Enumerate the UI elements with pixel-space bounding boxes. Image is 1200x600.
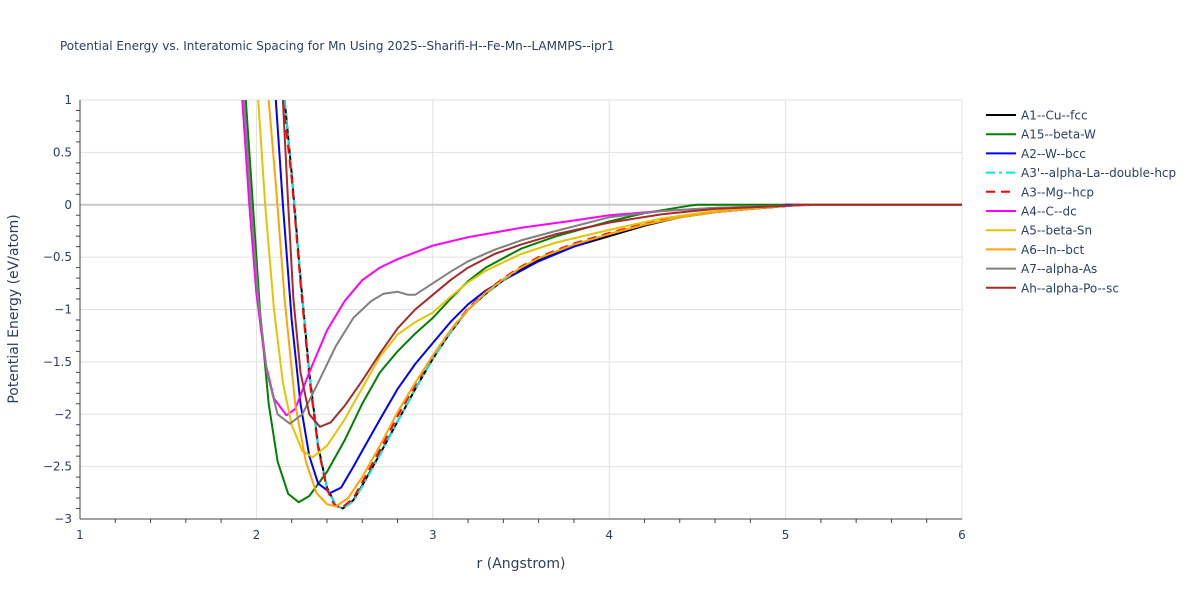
y-tick-label: 0.5	[53, 145, 72, 159]
legend-label: Ah--alpha-Po--sc	[1021, 281, 1119, 295]
x-tick-label: 3	[429, 528, 437, 542]
y-tick-label: −3	[54, 512, 72, 526]
series-line-a15-beta-w	[244, 100, 962, 504]
y-tick-label: 1	[64, 93, 72, 107]
y-tick-label: −2.5	[43, 460, 72, 474]
legend-label: A3'--alpha-La--double-hcp	[1021, 166, 1176, 180]
legend-item[interactable]: A6--In--bct	[986, 243, 1085, 257]
legend-item[interactable]: A5--beta-Sn	[986, 224, 1092, 238]
chart-title: Potential Energy vs. Interatomic Spacing…	[60, 39, 614, 53]
legend-item[interactable]: Ah--alpha-Po--sc	[986, 281, 1119, 295]
legend-item[interactable]: A2--W--bcc	[986, 147, 1086, 161]
legend-item[interactable]: A15--beta-W	[986, 128, 1096, 142]
y-tick-label: 0	[64, 198, 72, 212]
y-tick-label: −1	[54, 303, 72, 317]
series-line-a3-mg-hcp	[281, 100, 962, 510]
y-tick-label: −1.5	[43, 355, 72, 369]
x-tick-label: 5	[782, 528, 790, 542]
legend-item[interactable]: A7--alpha-As	[986, 262, 1097, 276]
legend-label: A7--alpha-As	[1021, 262, 1097, 276]
legend-label: A2--W--bcc	[1021, 147, 1086, 161]
series-line-a3-alpha-la-double-hcp	[283, 100, 962, 510]
x-tick-label: 6	[958, 528, 966, 542]
legend-item[interactable]: A4--C--dc	[986, 205, 1077, 219]
y-tick-label: −0.5	[43, 250, 72, 264]
legend-item[interactable]: A3'--alpha-La--double-hcp	[986, 166, 1176, 180]
legend-label: A4--C--dc	[1021, 205, 1077, 219]
y-tick-label: −2	[54, 407, 72, 421]
series-line-a1-cu-fcc	[283, 100, 962, 510]
series-line-a4-c-dc	[241, 100, 962, 417]
legend-label: A6--In--bct	[1021, 243, 1085, 257]
series-line-a6-in-bct	[267, 100, 962, 508]
legend-label: A3--Mg--hcp	[1021, 185, 1094, 199]
legend-label: A1--Cu--fcc	[1021, 109, 1088, 123]
legend-item[interactable]: A1--Cu--fcc	[986, 109, 1088, 123]
x-tick-label: 1	[76, 528, 84, 542]
series-line-a5-beta-sn	[257, 100, 962, 459]
y-axis-label: Potential Energy (eV/atom)	[6, 214, 22, 403]
series-line-a7-alpha-as	[243, 100, 962, 425]
legend-label: A5--beta-Sn	[1021, 224, 1092, 238]
x-tick-label: 4	[605, 528, 613, 542]
legend-item[interactable]: A3--Mg--hcp	[986, 185, 1094, 199]
series-line-ah-alpha-po-sc	[281, 100, 962, 428]
x-tick-label: 2	[253, 528, 261, 542]
legend-label: A15--beta-W	[1021, 128, 1096, 142]
x-axis-label: r (Angstrom)	[477, 556, 566, 572]
